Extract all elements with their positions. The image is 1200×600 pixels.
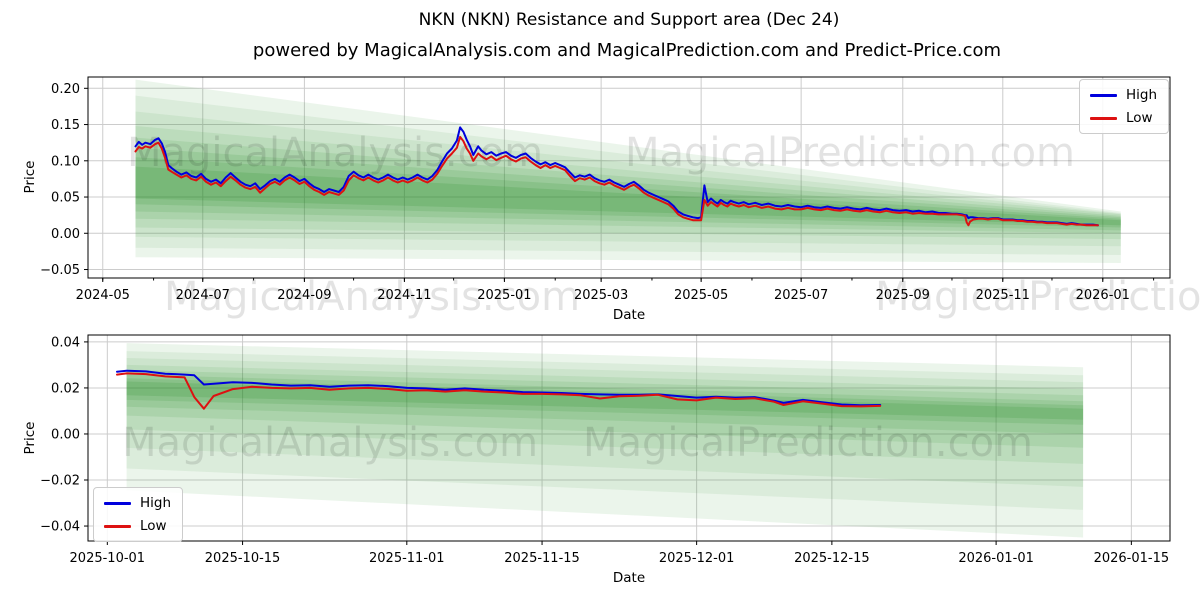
bottom-chart-legend: High Low	[93, 487, 184, 542]
band	[126, 374, 1084, 434]
x-tick-label: 2026-01	[1076, 288, 1130, 303]
band	[126, 364, 1084, 464]
tick-labels: 2024-05 2024-07 2024-09 2024-11 2025-01 2025-…	[40, 82, 1130, 303]
y-tick-label: −0.02	[40, 474, 80, 489]
x-tick-label: 2025-10-15	[205, 551, 281, 566]
high-line	[116, 369, 882, 407]
top-chart-xlabel: Date	[612, 307, 646, 323]
watermark-prediction: MagicalPrediction.com	[875, 274, 1200, 320]
y-tick-label: 0.00	[51, 227, 80, 242]
bottom-chart-xlabel: Date	[612, 570, 646, 586]
legend-label-high: High	[1126, 87, 1158, 103]
band	[126, 343, 1084, 538]
band	[135, 95, 1121, 255]
y-tick-label: 0.00	[51, 427, 80, 442]
low-line	[134, 135, 1099, 227]
x-tick-label: 2024-11	[377, 288, 431, 303]
high-line	[134, 126, 1099, 227]
y-tick-label: −0.05	[40, 263, 80, 278]
y-tick-label: 0.10	[51, 154, 80, 169]
legend-entry-high: High	[104, 495, 171, 511]
x-tick-label: 2025-01	[477, 288, 531, 303]
band	[126, 381, 1084, 420]
y-tick-label: 0.02	[51, 381, 80, 396]
x-tick-label: 2024-05	[76, 288, 130, 303]
x-tick-label: 2025-10-01	[70, 551, 146, 566]
band	[126, 370, 1084, 448]
x-tick-label: 2025-05	[674, 288, 728, 303]
x-tick-label: 2025-11-15	[504, 551, 580, 566]
axes-frame	[87, 334, 1171, 542]
watermarks: MagicalAnalysis.com MagicalPrediction.com…	[122, 130, 1200, 466]
band	[135, 79, 1121, 263]
x-tick-label: 2026-01-01	[958, 551, 1034, 566]
x-tick-label: 2025-11-01	[369, 551, 445, 566]
support-resistance-bands	[126, 343, 1084, 538]
watermark-analysis: MagicalAnalysis.com	[164, 274, 580, 320]
top-chart-ylabel: Price	[22, 160, 38, 194]
x-tick-label: 2026-01-15	[1094, 551, 1170, 566]
ticks	[84, 341, 1132, 545]
x-tick-label: 2025-07	[774, 288, 828, 303]
y-tick-label: 0.05	[51, 191, 80, 206]
low-line-swatch	[104, 524, 131, 528]
legend-entry-low: Low	[1090, 110, 1157, 126]
bottom-chart-ylabel: Price	[22, 421, 38, 455]
chart-subtitle: powered by MagicalAnalysis.com and Magic…	[252, 40, 1002, 61]
ticks	[84, 87, 1155, 282]
y-tick-label: 0.20	[51, 82, 80, 97]
legend-label-high: High	[140, 495, 172, 511]
band	[126, 358, 1084, 487]
x-tick-label: 2025-12-15	[794, 551, 870, 566]
tick-labels: 2025-10-01 2025-10-15 2025-11-01 2025-11-15…	[40, 335, 1169, 566]
x-tick-label: 2024-09	[277, 288, 331, 303]
watermark-prediction: MagicalPrediction.com	[625, 130, 1075, 176]
y-tick-label: 0.15	[51, 118, 80, 133]
x-tick-label: 2025-03	[574, 288, 628, 303]
price-lines	[134, 126, 1099, 227]
x-tick-label: 2024-07	[176, 288, 230, 303]
x-tick-label: 2025-12-01	[659, 551, 735, 566]
grid	[88, 335, 1170, 541]
band	[126, 378, 1084, 425]
high-line-swatch	[1090, 93, 1117, 97]
low-line	[116, 372, 882, 410]
legend-label-low: Low	[1126, 110, 1153, 126]
axes-frame	[87, 76, 1171, 279]
top-chart-legend: High Low	[1079, 79, 1170, 134]
x-tick-label: 2025-09	[876, 288, 930, 303]
legend-label-low: Low	[140, 518, 167, 534]
legend-entry-high: High	[1090, 87, 1157, 103]
chart-title: NKN (NKN) Resistance and Support area (D…	[418, 10, 840, 30]
y-tick-label: 0.04	[51, 335, 80, 350]
watermark-analysis: MagicalAnalysis.com	[122, 420, 538, 466]
watermark-prediction: MagicalPrediction.com	[583, 420, 1033, 466]
high-line-swatch	[104, 501, 131, 505]
x-tick-label: 2025-11	[976, 288, 1030, 303]
price-lines	[116, 369, 882, 410]
watermark-analysis: MagicalAnalysis.com	[127, 130, 543, 176]
band	[126, 351, 1084, 510]
low-line-swatch	[1090, 116, 1117, 120]
y-tick-label: −0.04	[40, 520, 80, 535]
legend-entry-low: Low	[104, 518, 171, 534]
